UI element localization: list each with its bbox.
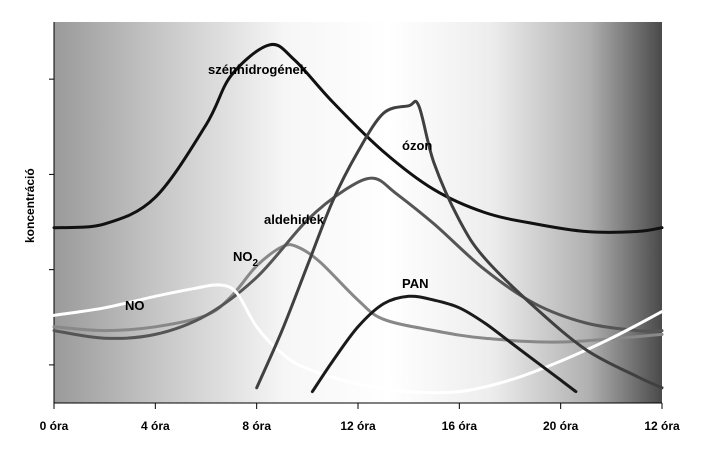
x-tick-label: 12 óra (340, 419, 376, 433)
curve-label-pan: PAN (402, 276, 428, 291)
curve-label-no2: NO2 (233, 249, 259, 269)
series-line-no2 (52, 243, 664, 344)
plot-background (54, 22, 662, 403)
curve-label-ozone: ózon (402, 138, 432, 153)
x-tick-label: 4 óra (141, 419, 170, 433)
series-line-aldehydes (52, 176, 664, 340)
series-line-no (52, 283, 664, 395)
y-axis-label: koncentráció (23, 168, 37, 243)
series-line-hydrocarbons (52, 42, 664, 234)
curve-labels: szénhidrogének ózon aldehidek NO2 NO PAN (125, 62, 432, 313)
x-tick-label: 0 óra (40, 419, 69, 433)
x-tick-label: 20 óra (543, 419, 579, 433)
curve-label-no: NO (125, 298, 145, 313)
axes: 0 óra 4 óra 8 óra 12 óra 16 óra 20 óra 12 óra (40, 22, 680, 433)
x-tick-label: 12 óra (644, 419, 680, 433)
series-line-ozone (255, 99, 664, 390)
curve-label-aldehydes: aldehidek (264, 212, 325, 227)
x-tick-label: 8 óra (242, 419, 271, 433)
series-line-pan (310, 294, 578, 394)
x-tick-label: 16 óra (442, 419, 478, 433)
curve-label-hydrocarbons: szénhidrogének (208, 62, 308, 77)
series-lines (52, 42, 664, 395)
